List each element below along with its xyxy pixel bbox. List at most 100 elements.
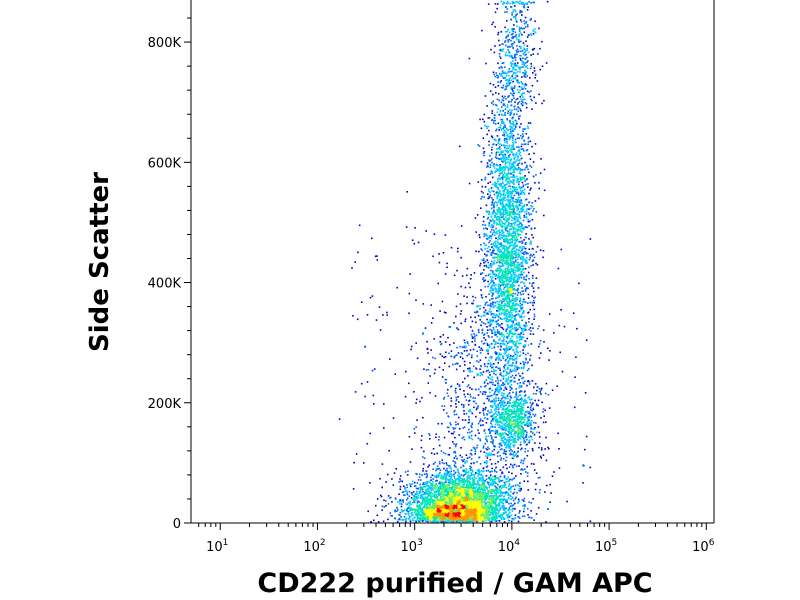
data-point [440,476,443,478]
data-point [416,514,418,517]
data-point [448,517,450,519]
data-point [499,490,502,493]
data-point [530,405,532,407]
data-point [490,435,492,437]
data-point [522,462,524,465]
data-point [492,425,494,428]
data-point [424,508,426,510]
data-point [402,494,405,497]
data-point [462,493,465,496]
data-point [507,383,509,386]
data-point [498,490,501,493]
data-point [473,486,476,489]
data-point [455,506,458,508]
data-point [440,519,442,522]
data-point [423,519,426,521]
data-point [476,518,479,521]
data-point [474,496,477,498]
data-point [485,509,488,512]
data-point [470,500,473,503]
data-point [456,485,459,487]
data-point [527,418,529,420]
data-point [496,490,498,492]
data-point [407,507,410,509]
data-point [518,414,520,416]
data-point [499,469,502,471]
data-point [423,501,426,504]
data-point [477,482,479,484]
data-point [514,435,517,437]
data-point [474,519,476,522]
data-point [427,486,430,488]
data-point [447,510,450,512]
data-point [482,475,484,478]
data-point [439,515,442,518]
data-point [478,485,481,487]
data-point [423,486,425,488]
data-point [465,470,467,472]
data-point [459,520,461,523]
data-point [399,514,401,516]
data-point [479,478,482,480]
data-point [444,477,447,479]
data-point [416,493,418,495]
data-point [403,516,406,518]
data-point [456,517,458,519]
data-point [424,496,427,498]
data-point [399,488,402,490]
data-point [507,401,509,403]
data-point [416,519,418,522]
data-point [477,487,479,490]
data-point [453,517,455,519]
data-point [415,513,417,516]
data-point [499,425,502,427]
data-point [471,486,473,489]
data-point [406,486,408,489]
data-point [495,408,498,411]
data-point [512,413,515,415]
data-point [508,483,510,485]
data-point [437,503,440,505]
data-point [453,509,456,512]
data-point [445,499,447,501]
data-point [503,428,505,431]
data-point [445,469,447,472]
data-point [488,117,491,119]
data-point [526,424,528,427]
data-point [488,310,491,313]
data-point [417,514,419,516]
data-point [439,472,441,474]
data-point [434,521,437,523]
data-point [454,465,456,468]
data-point [480,486,483,489]
data-point [523,510,525,513]
data-point [437,516,440,518]
data-point [504,507,506,510]
data-point [444,488,447,491]
data-point [433,507,435,510]
data-point [465,517,468,520]
data-point [458,477,460,480]
data-point [506,424,508,426]
data-point [481,517,483,520]
data-point [507,509,510,512]
data-point [432,503,434,505]
data-point [487,507,490,510]
data-point [485,497,488,500]
data-point [528,424,530,427]
data-point [472,521,474,523]
data-point [515,396,518,399]
data-point [404,513,406,515]
data-point [468,505,471,507]
data-point [455,482,458,485]
data-point [520,487,522,490]
data-point [439,481,441,483]
data-point [461,497,463,499]
data-point [485,447,487,450]
data-point [522,460,525,462]
data-point [505,72,508,75]
data-point [521,422,523,424]
data-point [428,512,430,514]
data-point [489,430,491,433]
data-point [438,472,440,475]
